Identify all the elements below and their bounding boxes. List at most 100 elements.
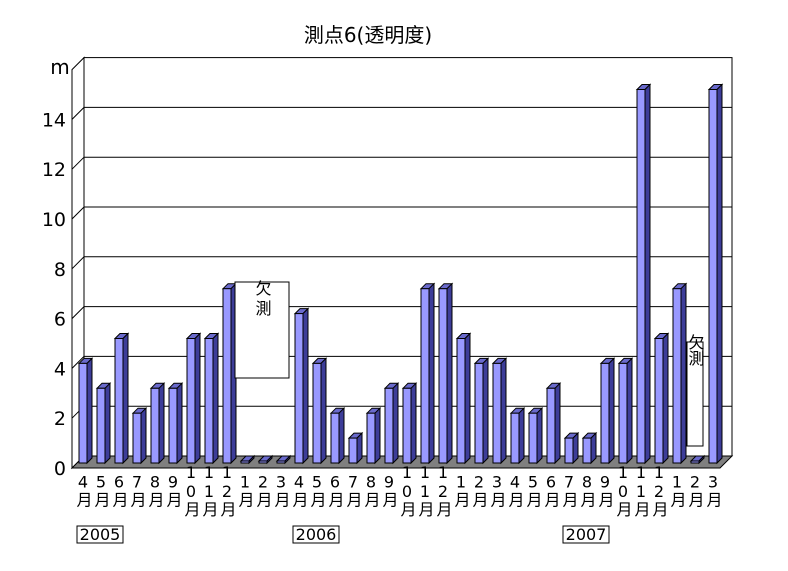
gridline: [71, 306, 732, 319]
x-tick-label: 8月: [578, 473, 597, 509]
gridline: [71, 206, 732, 220]
y-axis-ticks: 0 2 4 6 8 10 12 14: [42, 109, 66, 480]
bar-front: [384, 387, 394, 464]
bar-front: [294, 313, 304, 464]
bar: [95, 382, 112, 465]
bar: [707, 83, 724, 465]
bar-front: [330, 412, 340, 464]
year-label-text: 2007: [566, 525, 607, 544]
x-tick-label: 11月: [632, 463, 651, 518]
bar-front: [420, 288, 430, 464]
y-tick-label: 10: [42, 209, 66, 231]
bar-front: [366, 412, 376, 464]
x-tick-label: 7月: [560, 473, 579, 509]
year-label-box: [562, 525, 610, 544]
x-tick-label: 9月: [596, 473, 615, 509]
bar: [455, 332, 472, 465]
x-axis-categories: 4月 5月 6月 7月 8月 9月 10月 11月 12月 1月 2月 3月 4月 5月 6月 7月 8月 9月 1…: [74, 463, 723, 518]
bar-side: [428, 282, 435, 465]
bar: [257, 454, 274, 465]
gridline: [71, 256, 732, 270]
bar: [383, 382, 400, 465]
bar-side: [464, 332, 471, 465]
bar-front: [276, 460, 286, 464]
bar: [185, 332, 202, 465]
x-tick-label: 5月: [92, 473, 111, 509]
x-tick-label: 7月: [344, 473, 363, 509]
bar-side: [122, 332, 129, 465]
bar-front: [438, 288, 448, 464]
bar: [563, 431, 580, 465]
bar-side: [536, 406, 543, 465]
bar: [293, 307, 310, 465]
gridline: [71, 156, 732, 170]
bar-side: [716, 83, 723, 465]
bar-side: [320, 357, 327, 465]
bar-front: [564, 437, 574, 464]
bar-front: [258, 460, 268, 464]
bar-front: [222, 288, 232, 464]
bar-front: [132, 412, 142, 464]
y-tick-label: 14: [42, 109, 66, 131]
bar-side: [482, 357, 489, 465]
bar: [149, 382, 166, 465]
x-tick-label: 6月: [542, 473, 561, 509]
bar-front: [402, 387, 412, 464]
bar-side: [302, 307, 309, 465]
bar-front: [510, 412, 520, 464]
bar-side: [500, 357, 507, 465]
bar-front: [240, 460, 250, 464]
x-tick-label: 2月: [686, 473, 705, 509]
x-tick-label: 12月: [434, 463, 453, 518]
bar: [545, 382, 562, 465]
bar-side: [446, 282, 453, 465]
bar-side: [104, 382, 111, 465]
bar-front: [474, 362, 484, 464]
missing-annotation: 欠測: [686, 334, 705, 447]
bar: [347, 431, 364, 465]
bar-side: [644, 83, 651, 465]
bar: [635, 83, 652, 465]
year-label: 2007: [562, 525, 610, 544]
bar-side: [626, 357, 633, 465]
missing-annotation: 欠測: [234, 280, 290, 379]
bar-front: [528, 412, 538, 464]
x-tick-label: 4月: [74, 473, 93, 509]
bar-side: [572, 431, 579, 465]
x-tick-label: 2月: [470, 473, 489, 509]
bar-side: [140, 406, 147, 465]
x-tick-label: 10月: [182, 463, 201, 518]
x-tick-label: 9月: [380, 473, 399, 509]
x-tick-label: 2月: [254, 473, 273, 509]
y-tick-label: 4: [54, 358, 66, 380]
x-tick-label: 3月: [272, 473, 291, 509]
y-tick-label: 2: [54, 408, 66, 430]
year-label-box: [292, 525, 340, 544]
bar: [581, 431, 598, 465]
annotation-box: [686, 341, 704, 447]
y-axis-label: m: [50, 55, 69, 79]
bar-front: [456, 338, 466, 464]
year-label-text: 2005: [80, 525, 121, 544]
bar: [365, 406, 382, 465]
bar-front: [618, 362, 628, 464]
bar: [437, 282, 454, 465]
year-label: 2005: [76, 525, 124, 544]
bar-front: [708, 89, 718, 464]
bar-front: [186, 338, 196, 464]
gridline: [71, 106, 732, 120]
x-tick-label: 11月: [416, 463, 435, 518]
year-labels: 2005 2006 2007: [76, 525, 610, 544]
bar: [419, 282, 436, 465]
bar: [221, 282, 238, 465]
bar-side: [662, 332, 669, 465]
x-tick-label: 5月: [524, 473, 543, 509]
bar: [77, 357, 94, 465]
x-tick-label: 3月: [704, 473, 723, 509]
x-tick-label: 12月: [650, 463, 669, 518]
x-tick-label: 1月: [452, 473, 471, 509]
bar: [527, 406, 544, 465]
bar: [671, 282, 688, 465]
